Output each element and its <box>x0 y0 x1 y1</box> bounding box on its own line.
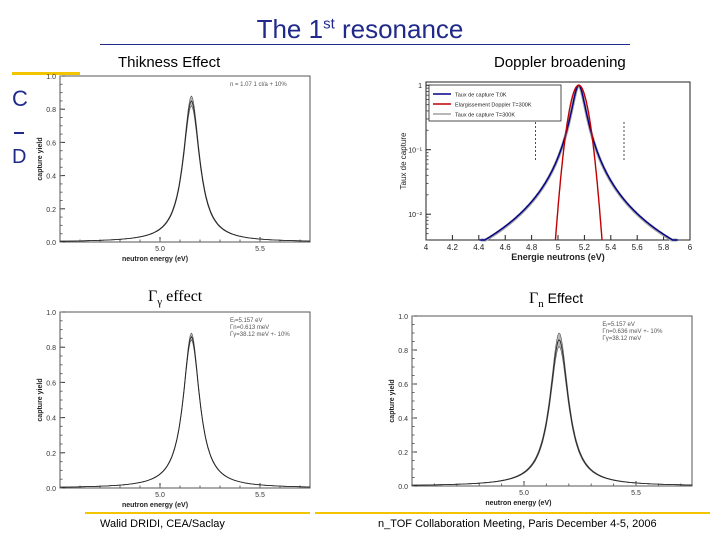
y-tick-label: 10⁻¹ <box>408 148 422 155</box>
plot-frame <box>411 315 693 487</box>
footer-right: n_TOF Collaboration Meeting, Paris Decem… <box>378 518 657 530</box>
x-tick-label: 6 <box>688 243 693 252</box>
y-tick-label: 1.0 <box>46 310 56 317</box>
x-tick-label: 4.6 <box>500 243 512 252</box>
footer-rule-right <box>315 512 710 514</box>
legend-label: Elargissement Doppler T=300K <box>455 103 532 109</box>
annotation-line: Eᵢ=5.157 eV <box>602 322 634 328</box>
y-tick-label: 0.8 <box>46 107 56 114</box>
deco-letter-c: C <box>12 86 28 111</box>
x-tick-label: 5.0 <box>155 246 165 253</box>
x-tick-label: 5.5 <box>631 490 641 497</box>
yield-curve <box>411 339 693 486</box>
footer-left: Walid DRIDI, CEA/Saclay <box>100 518 225 530</box>
annotation-line: Eᵢ=5.157 eV <box>230 318 262 324</box>
slide-title: The 1st resonance <box>0 14 720 45</box>
plot-frame <box>59 75 311 243</box>
footer-rule-left <box>85 512 310 514</box>
neutron-symbol: Γ <box>529 290 539 307</box>
gamma-chart: 0.0 0.2 0.4 0.6 0.8 1.0 5.0 5.5 neutron energy (… <box>37 310 311 509</box>
x-tick-label: 5.4 <box>605 243 617 252</box>
y-tick-label: 0.6 <box>46 140 56 147</box>
x-axis-label: Energie neutrons (eV) <box>511 252 605 262</box>
y-tick-label: 0.0 <box>46 240 56 247</box>
gamma-sub: γ <box>157 296 163 309</box>
y-axis-label: Taux de capture <box>399 132 408 189</box>
y-tick-label: 1.0 <box>46 74 56 81</box>
title-main: The 1 <box>256 14 324 44</box>
x-tick-label: 4 <box>424 243 429 252</box>
y-tick-label: 0.8 <box>398 348 408 355</box>
accent-bar <box>12 72 80 75</box>
neutron-text: Effect <box>543 290 584 306</box>
y-tick-label: 0.2 <box>46 451 56 458</box>
y-tick-label: 0.4 <box>46 174 56 181</box>
x-tick-label: 5.5 <box>255 246 265 253</box>
deco-letter-d: D <box>12 146 27 168</box>
gamma-text: effect <box>162 288 203 305</box>
x-axis-label: neutron energy (eV) <box>485 500 551 507</box>
neutron-chart: 0.0 0.2 0.4 0.6 0.8 1.0 5.0 5.5 neutron energy (… <box>389 314 693 507</box>
annotation-line: Γn=0.636 meV +- 10% <box>602 329 663 335</box>
thickness-header: Thikness Effect <box>118 54 221 71</box>
y-tick-label: 0.2 <box>398 450 408 457</box>
thickness-chart: 0.0 0.2 0.4 0.6 0.8 1.0 5.0 5.5 neutron energy (… <box>37 74 311 263</box>
legend-label: Taux de capture T=300K <box>455 113 515 119</box>
x-tick-label: 5.8 <box>658 243 670 252</box>
gamma-header: Γγ effect <box>148 288 202 308</box>
accent-mark <box>14 132 24 134</box>
y-tick-label: 1 <box>418 83 422 90</box>
y-tick-label: 0.4 <box>46 416 56 423</box>
title-sup: st <box>323 15 335 33</box>
yield-curve <box>60 336 310 488</box>
y-axis-label: capture yield <box>37 378 44 421</box>
legend-box <box>428 84 562 122</box>
y-tick-label: 10⁻² <box>408 212 422 219</box>
y-tick-label: 0.6 <box>398 382 408 389</box>
legend-label: Taux de capture T:0K <box>455 93 507 99</box>
y-tick-label: 0.0 <box>398 484 408 491</box>
y-tick-label: 1.0 <box>398 314 408 321</box>
x-tick-label: 5.0 <box>155 492 165 499</box>
annotation-line: n = 1.07 1 cl/a + 10% <box>230 82 287 88</box>
doppler-chart: 1 10⁻¹ 10⁻² 4 4.2 4.4 4.6 4.8 5 5.2 5.4 5.6 5.8 6 Ener… <box>399 81 693 262</box>
x-tick-label: 5.0 <box>519 490 529 497</box>
neutron-sub: n <box>538 298 544 311</box>
y-tick-label: 0.0 <box>46 486 56 493</box>
doppler-header: Doppler broadening <box>494 54 626 71</box>
y-tick-label: 0.2 <box>46 207 56 214</box>
neutron-header: Γn Effect <box>529 290 583 310</box>
x-tick-label: 5 <box>556 243 561 252</box>
title-underline <box>100 44 630 45</box>
annotation-line: Γγ=38.12 meV +- 10% <box>230 332 290 338</box>
series-t0k-capture <box>554 84 603 241</box>
yield-curve <box>60 100 310 242</box>
x-tick-label: 5.5 <box>255 492 265 499</box>
x-axis-label: neutron energy (eV) <box>122 256 188 263</box>
x-tick-label: 4.4 <box>473 243 485 252</box>
x-tick-label: 4.2 <box>447 243 459 252</box>
y-tick-label: 0.8 <box>46 345 56 352</box>
annotation-line: Γγ=38.12 meV <box>602 336 641 342</box>
gamma-symbol: Γ <box>148 288 158 305</box>
annotation-line: Γn=0.613 meV <box>230 325 269 331</box>
y-axis-label: capture yield <box>37 137 44 180</box>
y-tick-label: 0.4 <box>398 416 408 423</box>
x-tick-label: 5.6 <box>632 243 644 252</box>
x-axis-label: neutron energy (eV) <box>122 502 188 509</box>
plot-frame <box>59 311 311 489</box>
title-tail: resonance <box>334 14 464 44</box>
x-tick-label: 5.2 <box>579 243 591 252</box>
y-axis-label: capture yield <box>389 379 396 422</box>
y-tick-label: 0.6 <box>46 380 56 387</box>
x-tick-label: 4.8 <box>526 243 538 252</box>
